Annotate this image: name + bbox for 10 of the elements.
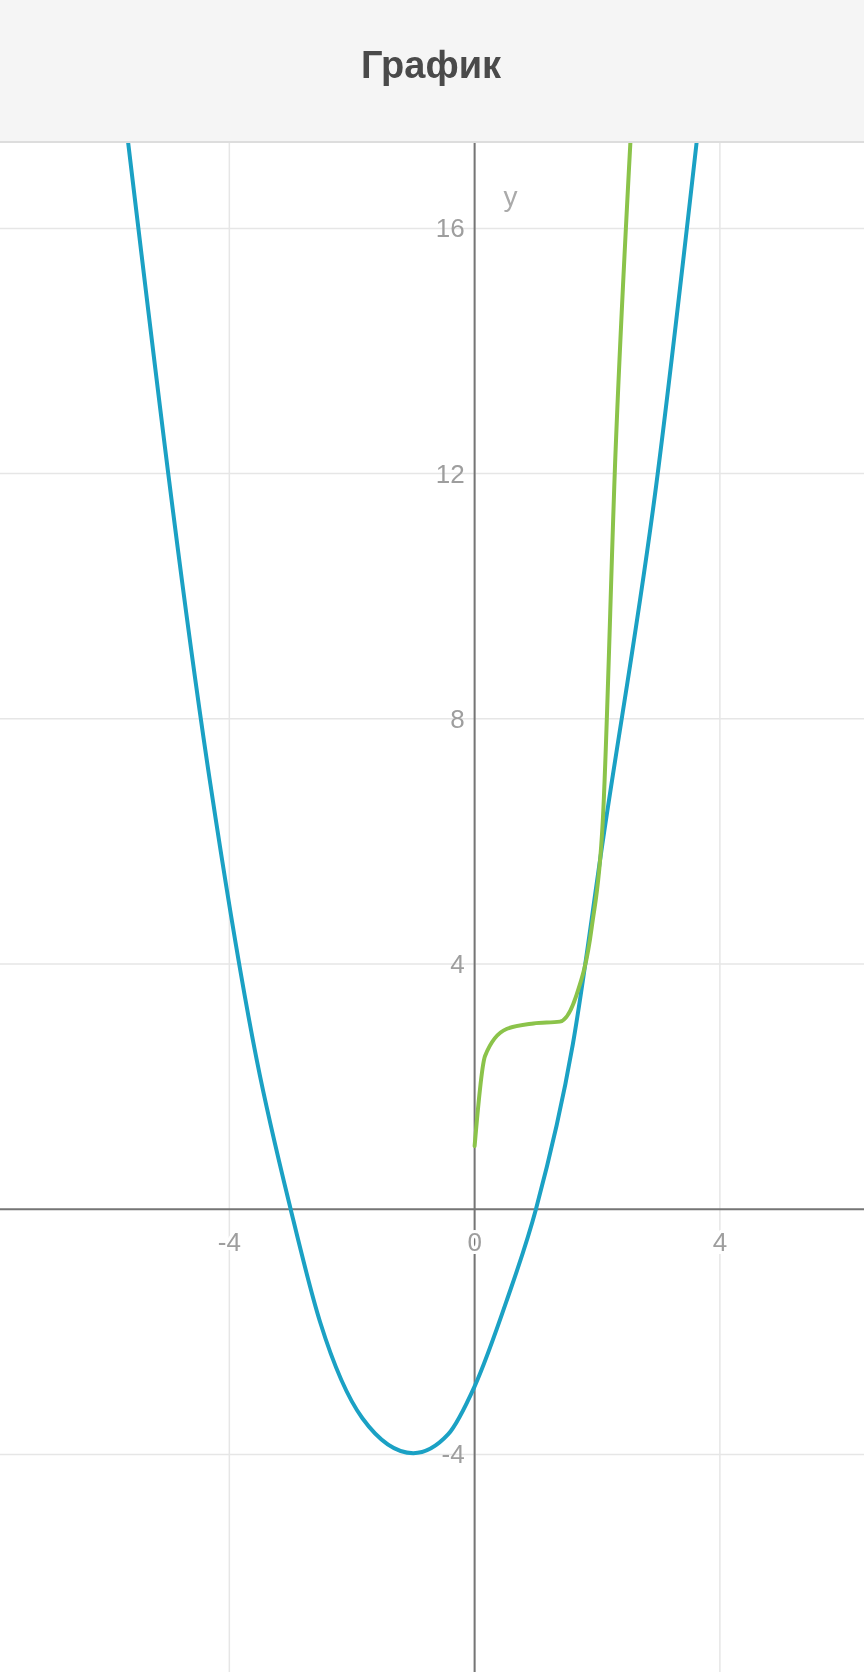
chart-title: График	[360, 44, 503, 86]
y-tick-label: 12	[435, 458, 465, 489]
y-axis-title: y	[503, 181, 518, 212]
y-tick-label: 4	[450, 949, 465, 980]
line-series	[472, 142, 633, 1149]
y-tick-label: 8	[450, 703, 465, 734]
x-tick-label: 4	[712, 1227, 728, 1258]
x-tick-label: -4	[217, 1227, 241, 1258]
y-tick-label: 16	[435, 213, 465, 244]
y-tick-label: -4	[441, 1439, 465, 1470]
